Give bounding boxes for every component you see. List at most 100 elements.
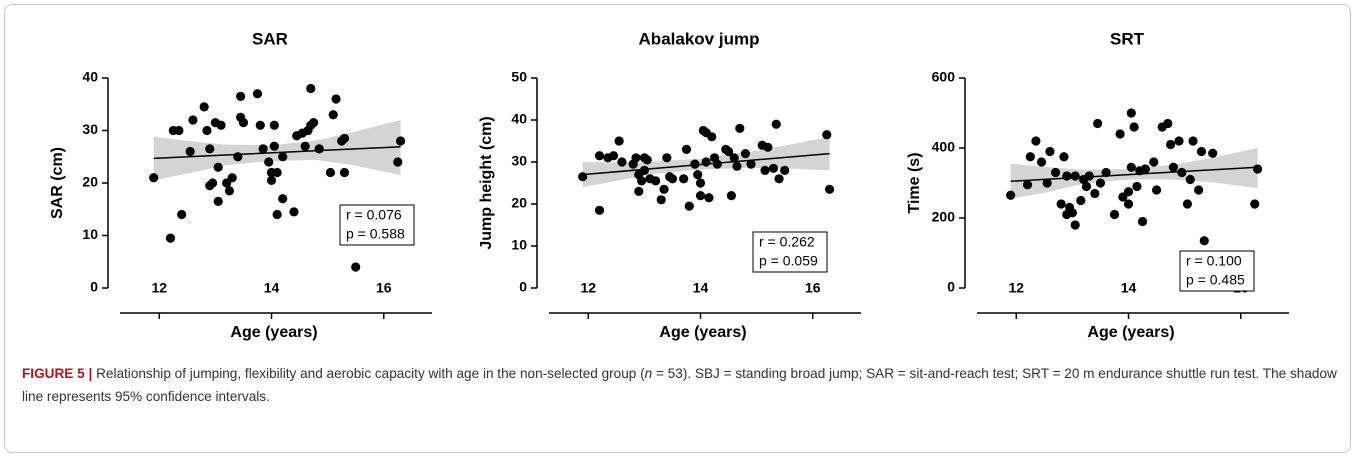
x-axis-label: Age (years) [659, 324, 746, 341]
point [216, 120, 226, 130]
caption-label: FIGURE 5 | [22, 366, 93, 381]
y-axis-label: SAR (cm) [49, 147, 66, 219]
x-axis-label: Age (years) [1087, 324, 1174, 341]
point [1036, 157, 1047, 167]
point [207, 178, 218, 188]
point [1185, 174, 1195, 185]
point [729, 153, 739, 163]
point [1081, 181, 1092, 192]
point [1045, 146, 1055, 157]
y-tick-label: 40 [511, 111, 527, 127]
annotation-box [339, 204, 415, 246]
point [1123, 199, 1134, 209]
point [1022, 180, 1033, 190]
annotation-box [752, 231, 828, 273]
chart-title: Abalakov jump [639, 29, 760, 48]
point [1137, 216, 1148, 227]
point [690, 159, 700, 169]
point [1252, 164, 1263, 174]
point [651, 176, 661, 186]
y-tick-label: 10 [511, 237, 527, 253]
y-tick-label: 20 [82, 174, 98, 190]
point [308, 118, 319, 128]
point [732, 161, 742, 171]
point [1067, 208, 1077, 218]
x-tick-label: 16 [805, 280, 821, 296]
annotation: p = 0.588 [346, 226, 405, 242]
point [662, 153, 672, 163]
point [1163, 118, 1173, 129]
point [1070, 220, 1080, 230]
point [165, 233, 176, 243]
point [199, 102, 209, 112]
point [681, 144, 692, 154]
point [227, 173, 237, 183]
point [339, 167, 350, 178]
y-tick-label: 0 [519, 279, 527, 295]
y-tick-label: 30 [511, 153, 527, 169]
x-tick-label: 12 [151, 280, 167, 296]
point [1188, 136, 1198, 146]
point [712, 159, 722, 169]
figure-frame [4, 4, 1351, 453]
point [278, 152, 288, 162]
point [1095, 178, 1106, 188]
point [1126, 108, 1136, 118]
point [639, 165, 649, 175]
x-tick-label: 14 [264, 280, 280, 296]
point [617, 157, 627, 167]
point [1109, 209, 1120, 220]
point [726, 191, 736, 201]
y-tick-label: 40 [82, 69, 98, 85]
point [202, 125, 212, 136]
point [1196, 146, 1207, 157]
point [679, 174, 689, 184]
fit-line [1010, 166, 1258, 182]
point [1031, 136, 1041, 146]
x-tick-label: 14 [1121, 280, 1137, 296]
x-axis-label: Age (years) [230, 324, 317, 341]
point [707, 132, 717, 142]
point [1090, 188, 1100, 199]
point [1194, 185, 1204, 195]
point [174, 125, 184, 136]
point [289, 207, 299, 217]
point [1208, 148, 1218, 158]
caption-text: Relationship of jumping, flexibility and… [96, 366, 645, 381]
chart-title: SAR [252, 29, 288, 48]
point [723, 146, 734, 157]
point [1056, 199, 1066, 209]
point [238, 118, 249, 128]
point [1076, 195, 1086, 206]
y-tick-label: 30 [82, 121, 98, 137]
point [351, 262, 361, 272]
point [255, 120, 265, 130]
point [659, 184, 669, 194]
point [188, 115, 198, 125]
point [735, 123, 745, 133]
point [1050, 167, 1061, 178]
point [272, 167, 282, 178]
point [1199, 236, 1209, 246]
point [1174, 136, 1184, 146]
point [213, 162, 223, 172]
point [1025, 152, 1035, 162]
point [1250, 199, 1260, 209]
annotation: p = 0.059 [759, 253, 818, 269]
point [1062, 171, 1072, 181]
point [264, 157, 274, 167]
point [824, 184, 835, 194]
y-tick-label: 50 [511, 69, 527, 85]
point [269, 141, 279, 151]
point [300, 141, 310, 151]
point [771, 119, 781, 129]
point [1101, 167, 1111, 178]
point [634, 186, 644, 196]
point [258, 144, 268, 154]
point [656, 195, 666, 205]
point [1168, 162, 1179, 172]
caption-italic: n [644, 366, 653, 381]
point [631, 153, 641, 163]
chart-title: SRT [1110, 29, 1145, 48]
